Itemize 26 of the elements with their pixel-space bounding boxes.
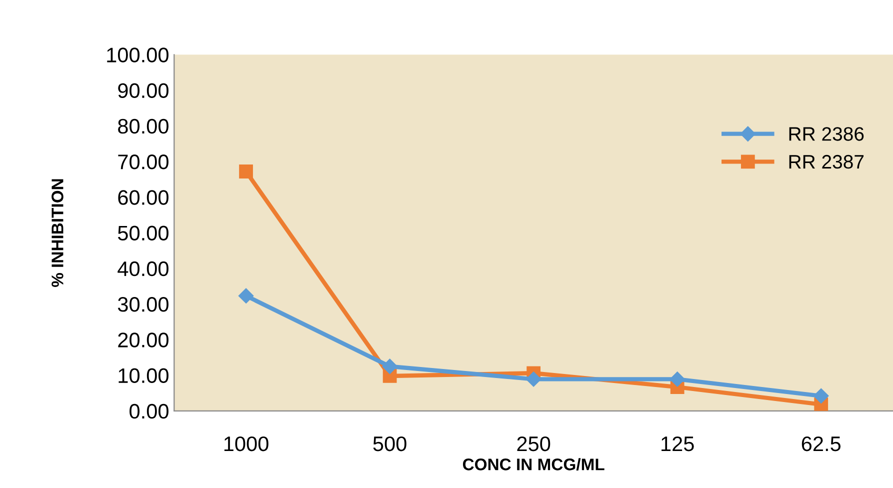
x-tick-label: 62.5 — [802, 436, 841, 452]
y-tick-label: 20.00 — [118, 332, 168, 348]
x-tick-label: 250 — [517, 436, 550, 452]
x-axis-title: CONC IN MCG/ML — [462, 458, 604, 471]
x-tick-label: 125 — [662, 436, 694, 452]
y-tick-label: 100.00 — [107, 48, 168, 62]
y-axis-title: % INHIBITION — [52, 179, 64, 287]
x-tick-label: 500 — [373, 436, 406, 452]
y-tick-label: 40.00 — [118, 261, 168, 276]
point — [670, 372, 685, 387]
y-tick-label: 50.00 — [118, 226, 168, 241]
y-tick-label: 30.00 — [118, 297, 168, 312]
point — [526, 372, 542, 387]
legend-label: RR 2386 — [789, 127, 864, 141]
y-tick-label: 10.00 — [118, 368, 168, 384]
y-tick-label: 0.00 — [130, 404, 168, 419]
y-tick-label: 80.00 — [118, 118, 168, 134]
point — [814, 388, 829, 404]
point — [382, 358, 398, 374]
point — [238, 288, 254, 304]
x-tick-label: 1000 — [224, 436, 268, 452]
y-tick-label: 60.00 — [118, 190, 168, 205]
legend-label: RR 2387 — [789, 154, 864, 169]
y-tick-label: 70.00 — [118, 154, 168, 170]
point — [239, 164, 253, 178]
y-tick-label: 90.00 — [118, 83, 168, 98]
